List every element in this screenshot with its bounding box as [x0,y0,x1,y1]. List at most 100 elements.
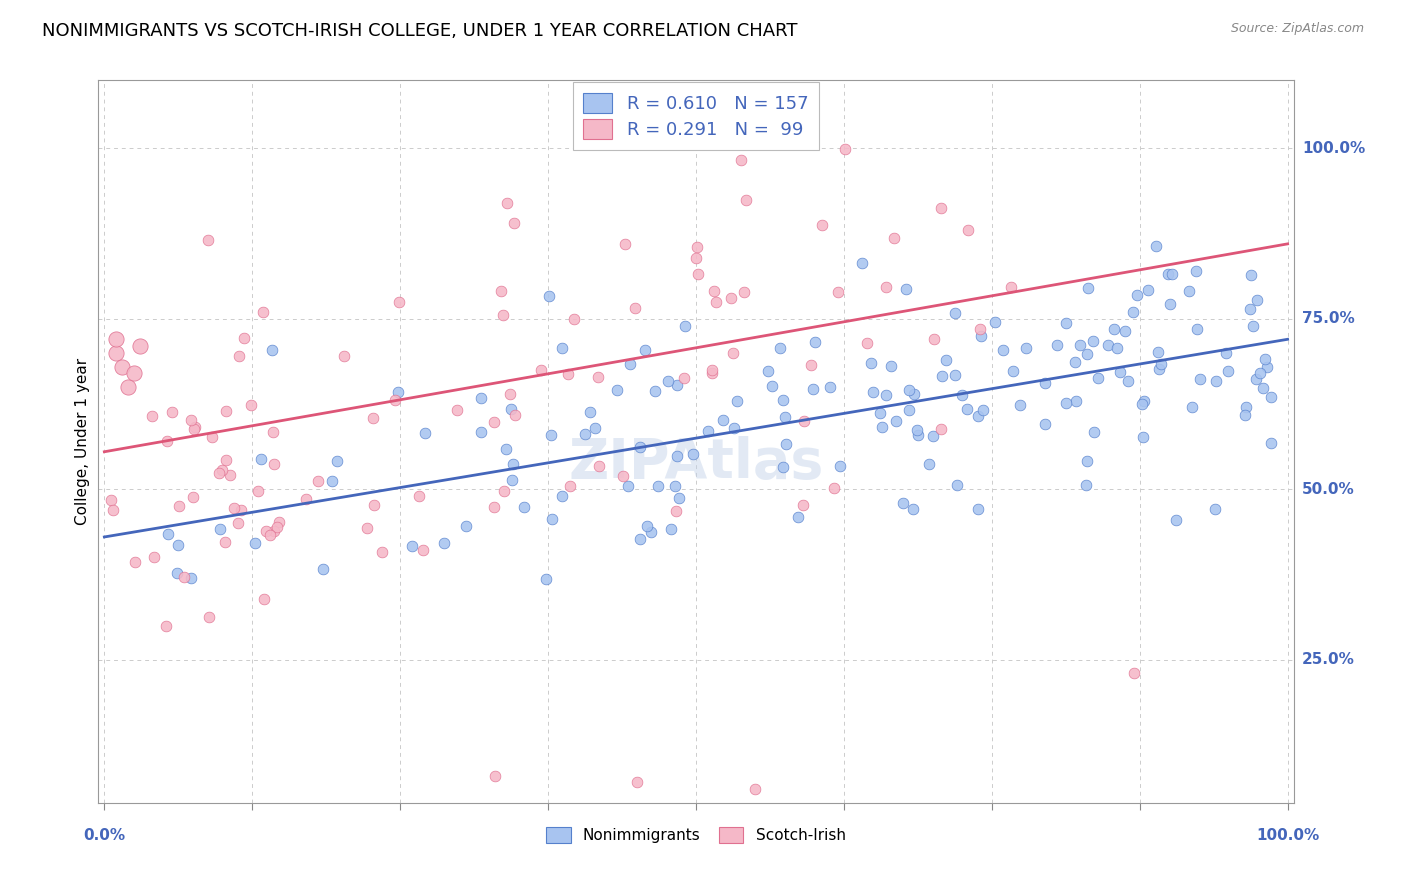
Point [918,457,941,471]
Point [733,285,755,299]
Point [124,555,146,569]
Point [823,481,845,495]
Text: ZIPAtlas: ZIPAtlas [568,436,824,491]
Point [541,512,564,526]
Point [772,460,794,475]
Point [666,449,689,463]
Point [901,502,924,516]
Point [540,427,562,442]
Point [412,543,434,558]
Point [218,467,240,482]
Point [880,359,903,374]
Point [869,406,891,420]
Point [931,422,953,436]
Point [1122,666,1144,681]
Point [666,377,689,392]
Point [226,516,249,530]
Point [1164,513,1187,527]
Point [704,295,727,310]
Point [1184,264,1206,278]
Point [321,474,343,488]
Point [1256,359,1278,374]
Point [1161,267,1184,281]
Point [769,341,792,355]
Point [1205,375,1227,389]
Point [1014,341,1036,355]
Point [884,413,907,427]
Point [262,343,284,357]
Point [967,501,990,516]
Point [1187,322,1209,336]
Point [1218,364,1240,378]
Point [534,572,557,586]
Point [723,346,745,360]
Point [250,452,273,467]
Point [1008,398,1031,412]
Point [1241,318,1264,333]
Point [800,358,823,372]
Point [266,520,288,534]
Point [943,306,966,320]
Point [1076,347,1098,361]
Point [676,132,699,146]
Point [155,619,177,633]
Text: Source: ZipAtlas.com: Source: ZipAtlas.com [1230,22,1364,36]
Point [489,285,512,299]
Y-axis label: College, Under 1 year: College, Under 1 year [75,358,90,525]
Point [162,404,184,418]
Point [950,388,973,402]
Point [454,518,477,533]
Point [1159,297,1181,311]
Point [415,425,437,440]
Point [215,452,238,467]
Point [700,363,723,377]
Point [100,493,122,508]
Point [333,349,356,363]
Point [634,343,657,358]
Point [1254,352,1277,367]
Point [239,398,262,412]
Point [209,522,232,536]
Point [772,392,794,407]
Point [197,233,219,247]
Point [1147,361,1170,376]
Point [856,336,879,351]
Point [101,503,124,517]
Point [697,424,720,438]
Point [484,768,506,782]
Point [215,404,238,418]
Point [180,571,202,585]
Point [1104,322,1126,336]
Point [967,409,990,423]
Point [673,319,696,334]
Point [588,370,610,384]
Point [183,422,205,436]
Point [929,201,952,215]
Point [550,342,572,356]
Point [898,403,921,417]
Point [208,466,231,480]
Point [612,469,634,483]
Point [903,387,925,401]
Point [180,412,202,426]
Point [470,425,492,439]
Point [499,387,522,401]
Point [141,409,163,423]
Point [578,405,600,419]
Point [583,421,606,435]
Point [921,429,943,443]
Point [1189,372,1212,386]
Point [263,458,285,472]
Point [111,359,134,374]
Point [1108,365,1130,379]
Point [730,153,752,167]
Point [156,527,179,541]
Point [761,379,783,393]
Point [408,489,430,503]
Point [1081,334,1104,348]
Point [1116,374,1139,388]
Point [363,498,385,512]
Point [1077,281,1099,295]
Point [773,410,796,425]
Point [626,775,648,789]
